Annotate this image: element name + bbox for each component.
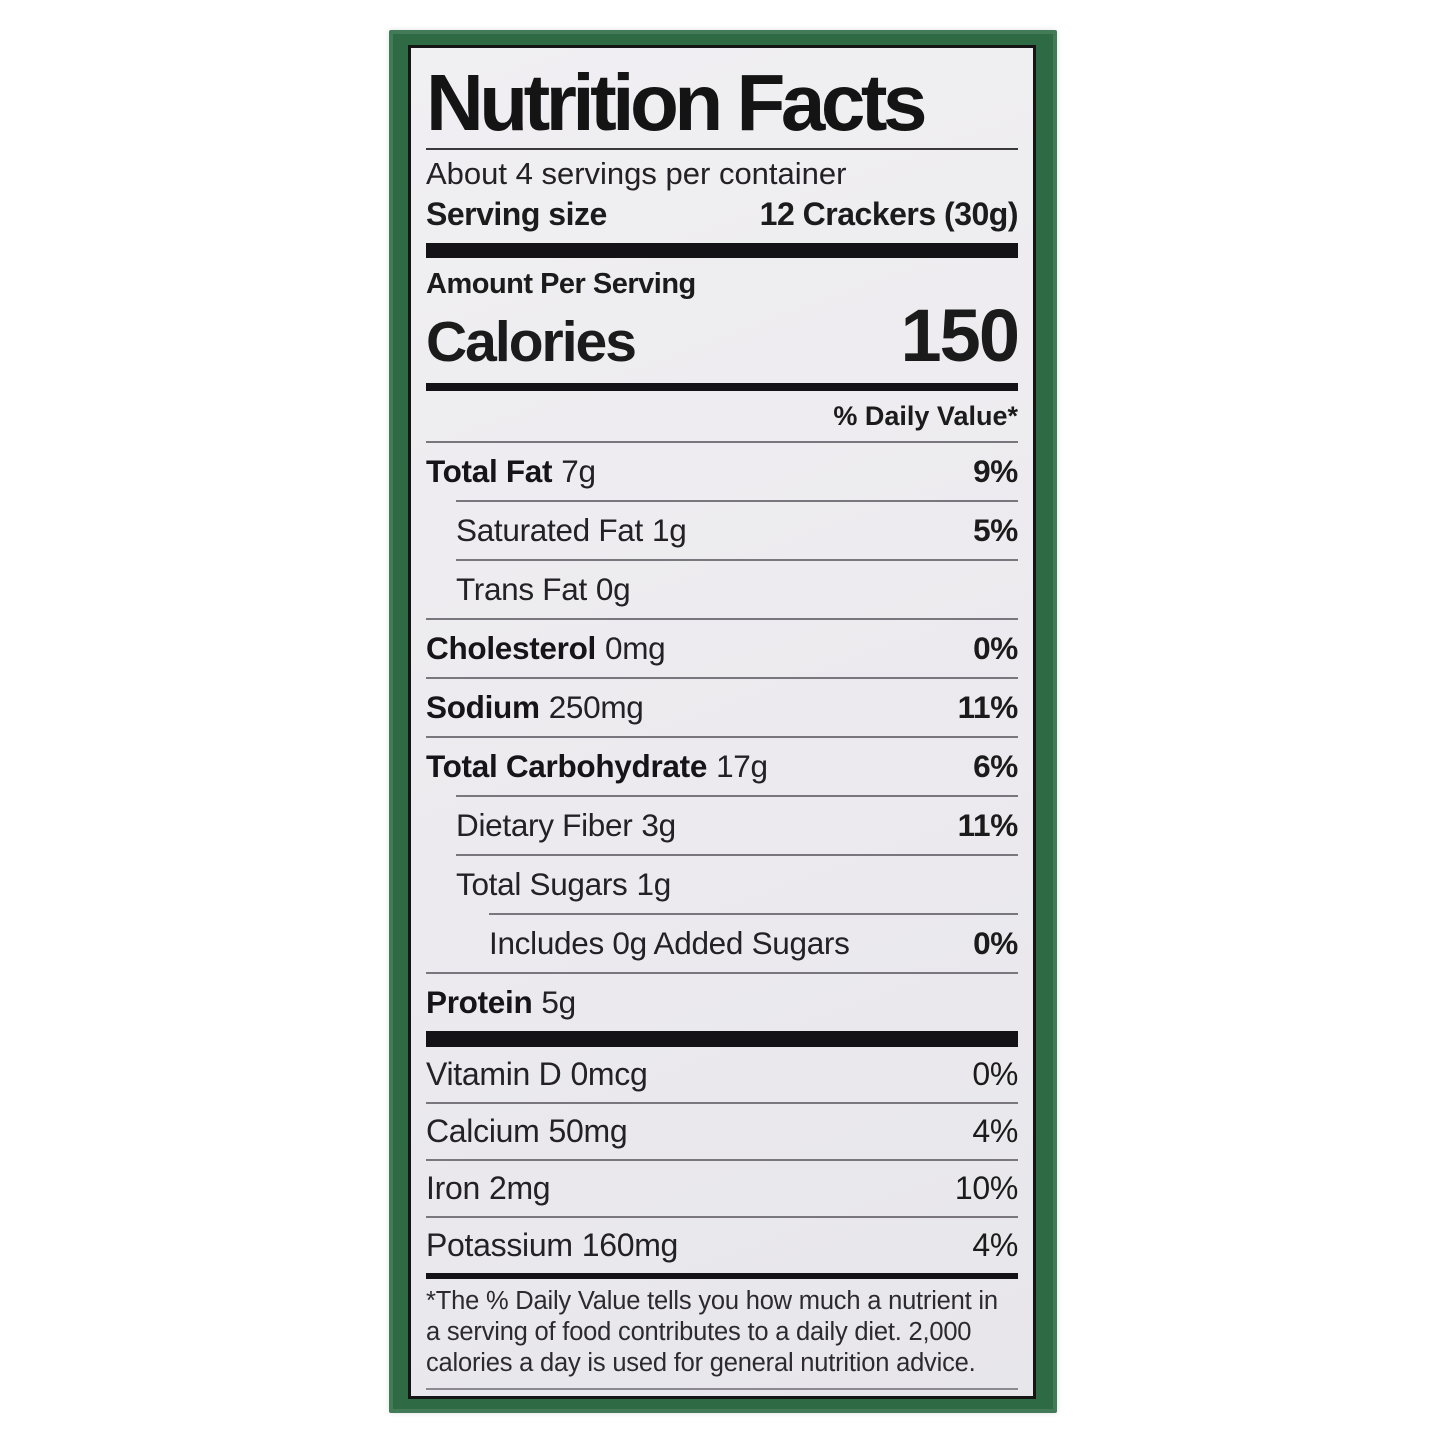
vitamin-row-vitamin-d: Vitamin D 0mcg 0%: [426, 1055, 1018, 1092]
nutrient-row-sodium: Sodium 250mg 11%: [426, 677, 1018, 736]
divider: [426, 147, 1018, 150]
package-panel: Nutrition Facts About 4 servings per con…: [389, 30, 1057, 1413]
divider: [426, 1387, 1018, 1390]
thick-separator-bar: [426, 1031, 1018, 1047]
nutrient-row-cholesterol: Cholesterol 0mg 0%: [426, 618, 1018, 677]
vitamin-row-potassium: Potassium 160mg 4%: [426, 1215, 1018, 1273]
calories-label: Calories: [426, 310, 637, 375]
nutrition-facts-label: Nutrition Facts About 4 servings per con…: [408, 45, 1036, 1399]
calories-value: 150: [900, 294, 1020, 378]
daily-value-footnote: *The % Daily Value tells you how much a …: [426, 1286, 998, 1377]
calories-row: Calories 150: [426, 294, 1020, 383]
nutrient-row-total-fat: Total Fat 7g 9%: [426, 441, 1018, 500]
thick-separator-bar: [426, 242, 1018, 259]
nutrient-row-added-sugars: Includes 0g Added Sugars 0%: [489, 913, 1018, 972]
nutrient-row-protein: Protein 5g: [426, 972, 1018, 1031]
amount-per-serving-label: Amount Per Serving: [426, 268, 696, 301]
label-title: Nutrition Facts: [426, 58, 927, 147]
serving-size-value: 12 Crackers (30g): [759, 195, 1019, 232]
vitamin-row-iron: Iron 2mg 10%: [426, 1158, 1018, 1216]
daily-value-header: % Daily Value*: [833, 401, 1018, 432]
medium-separator-bar: [426, 383, 1018, 392]
nutrient-row-total-carbohydrate: Total Carbohydrate 17g 6%: [426, 736, 1018, 795]
vitamin-mineral-rows: Vitamin D 0mcg 0% Calcium 50mg 4% Iron 2mg …: [426, 1047, 1018, 1273]
servings-per-container: About 4 servings per container: [426, 155, 847, 191]
serving-size-row: Serving size 12 Crackers (30g): [426, 193, 1019, 243]
serving-size-label: Serving size: [426, 195, 607, 232]
nutrient-row-total-sugars: Total Sugars 1g: [456, 854, 1018, 913]
vitamin-row-calcium: Calcium 50mg 4%: [426, 1101, 1018, 1159]
nutrient-row-trans-fat: Trans Fat 0g: [456, 559, 1018, 618]
nutrient-row-saturated-fat: Saturated Fat 1g 5%: [456, 500, 1018, 559]
nutrient-row-dietary-fiber: Dietary Fiber 3g 11%: [456, 795, 1018, 854]
medium-separator-bar: [426, 1272, 1018, 1279]
nutrient-rows: Total Fat 7g 9% Saturated Fat 1g 5% Trans …: [426, 441, 1018, 1031]
